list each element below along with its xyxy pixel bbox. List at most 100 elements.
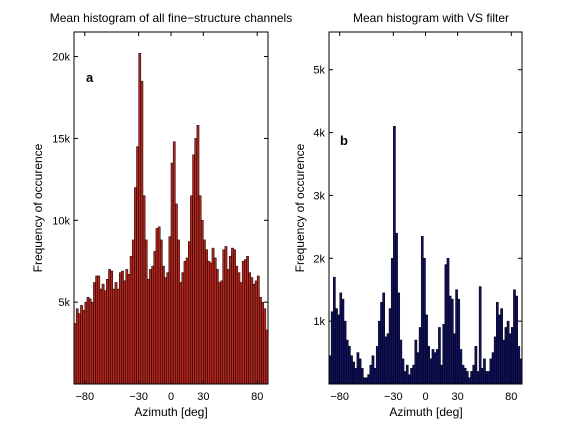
- chart-b-bar: [337, 314, 340, 385]
- chart-a-y-tick-label: 5k: [58, 297, 70, 309]
- chart-b-bar: [457, 298, 461, 385]
- chart-b-bar: [360, 368, 364, 385]
- chart-b-y-axis-label: Frequency of occurence: [293, 143, 307, 272]
- chart-b-bar: [345, 339, 349, 385]
- chart-a-x-axis-label: Azimuth [deg]: [134, 405, 207, 419]
- chart-b-bar: [433, 352, 437, 385]
- chart-b-bar: [363, 377, 366, 385]
- chart-b-bar: [448, 295, 452, 385]
- chart-b-bar: [450, 298, 454, 385]
- chart-a-bar: [226, 269, 230, 385]
- chart-a-bar: [205, 249, 208, 385]
- chart-a-x-ticks: −80 −30 0 30 80: [75, 32, 263, 403]
- chart-b-bar: [478, 286, 482, 385]
- chart-b-bar: [425, 314, 428, 385]
- chart-a-bar: [228, 256, 232, 385]
- chart-b-y-tick-label: 2k: [313, 253, 325, 265]
- chart-b-bar: [481, 368, 484, 385]
- chart-b-bar: [427, 346, 431, 385]
- chart-a-bar: [216, 269, 219, 385]
- chart-a-y-ticks: 5k 10k 15k 20k: [52, 52, 268, 309]
- chart-a-bar: [157, 226, 161, 385]
- chart-a-bar: [125, 269, 129, 385]
- chart-a-bar: [263, 308, 267, 385]
- chart-b-bar: [410, 368, 413, 385]
- chart-a-y-tick-label: 10k: [52, 215, 70, 227]
- chart-a-bar: [224, 246, 228, 385]
- chart-a-bar: [254, 280, 258, 385]
- chart-b-bar: [485, 371, 488, 385]
- chart-b-bar: [408, 374, 411, 385]
- chart-a-bar: [198, 195, 202, 385]
- chart-b-bar: [423, 258, 426, 385]
- chart-b-bar: [420, 236, 424, 385]
- chart-a-bar: [95, 275, 98, 385]
- chart-b-bar: [401, 358, 405, 385]
- chart-a-y-tick-label: 15k: [52, 133, 70, 145]
- chart-a-bar: [138, 53, 142, 385]
- chart-a-bar: [237, 272, 241, 385]
- chart-b-bar: [446, 258, 450, 385]
- chart-a-bar: [168, 236, 172, 385]
- chart-a-bar: [256, 275, 260, 385]
- chart-a-bar: [261, 301, 264, 385]
- chart-a-bar: [159, 239, 163, 385]
- chart-b-bar: [399, 339, 403, 385]
- chart-b-bar: [487, 371, 491, 385]
- chart-b-bars: [328, 126, 523, 385]
- chart-a-title: Mean histogram of all fine−structure cha…: [50, 11, 292, 25]
- chart-b-bar: [339, 292, 343, 385]
- chart-b-bar: [491, 352, 495, 385]
- chart-panel-a: Mean histogram of all fine−structure cha…: [31, 11, 292, 419]
- chart-a-bar: [153, 251, 157, 385]
- chart-b-bar: [350, 355, 353, 385]
- chart-b-bar: [517, 346, 521, 385]
- chart-b-x-tick-label: −30: [384, 391, 403, 403]
- chart-a-bar: [170, 162, 174, 385]
- chart-a-bar: [177, 239, 180, 385]
- chart-b-bar: [348, 346, 351, 385]
- chart-b-bar: [412, 364, 416, 385]
- chart-a-bar: [127, 274, 131, 385]
- chart-b-y-tick-label: 1k: [313, 316, 325, 328]
- chart-b-bar: [461, 364, 465, 385]
- chart-b-y-tick-label: 5k: [313, 65, 325, 77]
- chart-a-bar: [106, 278, 109, 385]
- chart-b-bar: [476, 371, 480, 385]
- chart-b-x-tick-label: −80: [330, 391, 349, 403]
- chart-a-bar: [116, 288, 120, 385]
- chart-a-panel-label: a: [86, 70, 94, 85]
- chart-b-bar: [386, 333, 390, 385]
- chart-a-x-tick-label: 80: [251, 391, 263, 403]
- chart-a-bar: [175, 203, 178, 385]
- chart-a-bar: [142, 195, 146, 385]
- chart-b-bar: [343, 320, 347, 385]
- chart-b-bar: [371, 355, 375, 385]
- chart-a-bar: [220, 280, 223, 385]
- chart-a-bar: [78, 313, 81, 385]
- chart-b-bar: [438, 327, 441, 385]
- chart-b-bar: [502, 339, 506, 385]
- chart-a-bar: [248, 272, 252, 385]
- chart-a-bar: [194, 138, 198, 385]
- chart-b-bar: [354, 368, 358, 385]
- chart-b-x-tick-label: 0: [422, 391, 428, 403]
- chart-a-bar: [134, 187, 137, 385]
- chart-b-bar: [397, 292, 401, 385]
- chart-b-x-tick-label: 30: [452, 391, 464, 403]
- chart-b-bar: [365, 377, 368, 385]
- chart-b-bar: [498, 314, 501, 385]
- chart-a-bar: [211, 247, 215, 385]
- chart-a-bar: [239, 282, 243, 385]
- chart-a-bar: [213, 257, 217, 385]
- chart-a-bar: [200, 220, 204, 385]
- chart-b-bar: [493, 336, 497, 385]
- chart-a-bar: [179, 282, 183, 385]
- chart-a-bar: [192, 154, 195, 385]
- chart-b-bar: [483, 358, 486, 385]
- chart-b-bar: [388, 308, 392, 385]
- chart-a-bar: [123, 280, 126, 385]
- chart-a-bar: [114, 282, 118, 385]
- chart-panel-b: Mean histogram with VS filter 1k 2k 3k 4k 5k…: [293, 11, 523, 419]
- chart-b-bar: [414, 339, 418, 385]
